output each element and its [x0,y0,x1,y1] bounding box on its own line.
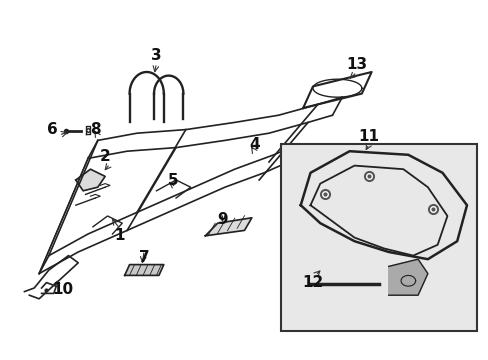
Text: 3: 3 [151,48,162,63]
Text: 12: 12 [302,275,323,290]
Text: 9: 9 [217,212,227,227]
Polygon shape [205,218,251,236]
Text: 10: 10 [52,282,73,297]
Text: 11: 11 [358,129,379,144]
Text: 1: 1 [114,228,125,243]
Bar [281,144,476,331]
Text: 6: 6 [47,122,58,137]
Text: 8: 8 [90,122,101,137]
Text: 13: 13 [346,57,367,72]
Polygon shape [388,259,427,295]
Text: 4: 4 [248,136,259,152]
Text: 5: 5 [168,172,179,188]
Polygon shape [76,169,105,191]
Polygon shape [124,265,163,275]
Text: 7: 7 [139,250,149,265]
Text: 2: 2 [100,149,110,164]
